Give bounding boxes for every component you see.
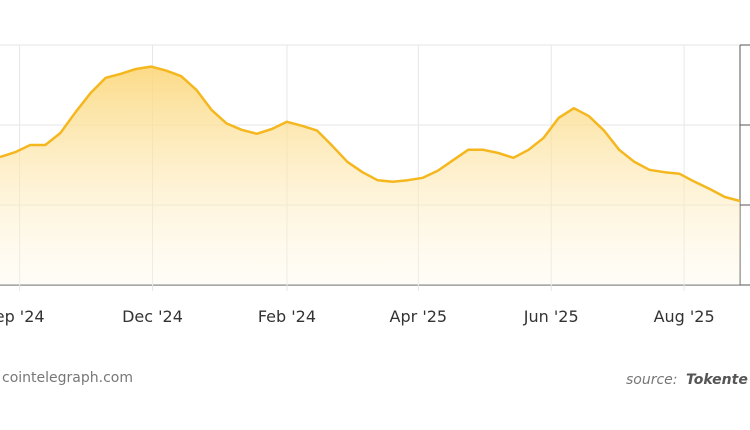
line (0, 65, 741, 203)
x-tick-label: Dec '24 (122, 307, 183, 326)
site-label: cointelegraph.com (2, 370, 133, 386)
x-tick-label: Aug '25 (654, 307, 715, 326)
source-prefix: source: (626, 372, 678, 388)
area-fill (0, 66, 740, 285)
x-tick-label: Jun '25 (523, 307, 579, 326)
x-tick-label: ep '24 (0, 307, 45, 326)
source-name: Tokente (686, 372, 748, 388)
x-tick-label: Apr '25 (390, 307, 448, 326)
x-tick-label: Feb '24 (258, 307, 316, 326)
